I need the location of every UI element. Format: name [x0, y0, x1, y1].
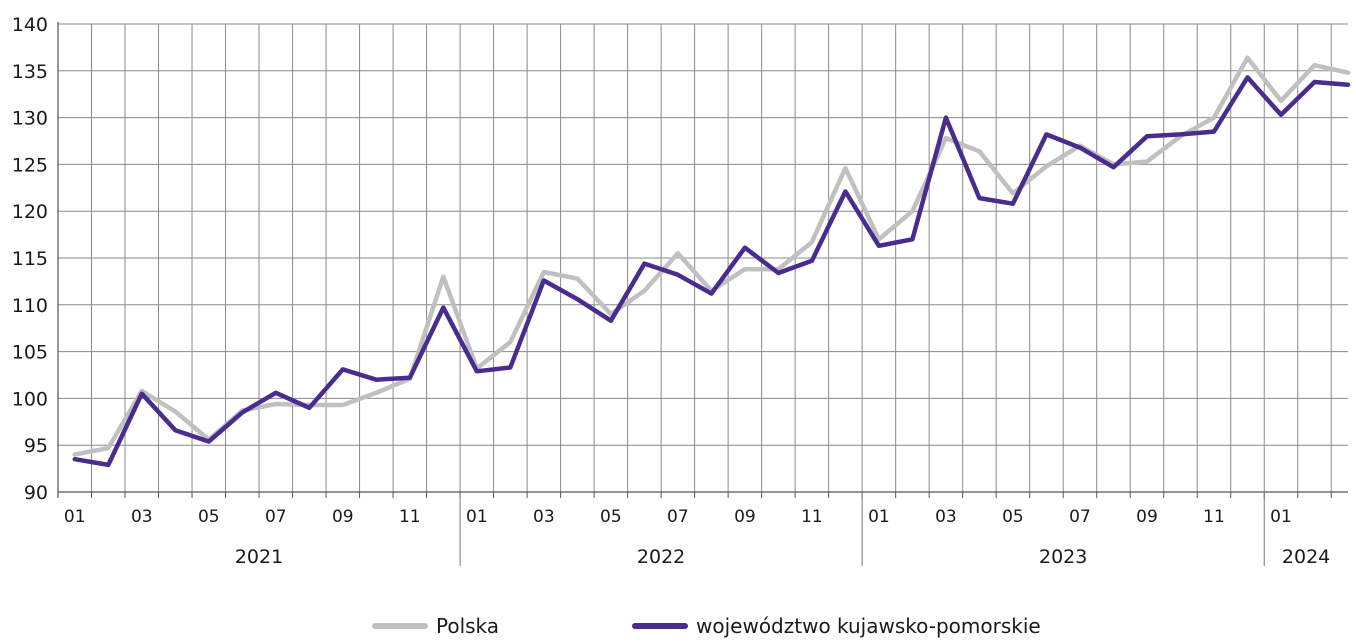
x-tick-label: 01 [64, 507, 86, 527]
legend-swatch-kujawsko-pomorskie [632, 623, 688, 629]
y-tick-label: 105 [12, 342, 48, 364]
x-tick-label: 09 [734, 507, 756, 527]
line-chart: 90 95 100 105 110 115 120 125 130 135 140 01 03 05 07 0… [12, 14, 1351, 568]
year-label: 2022 [637, 546, 685, 568]
x-tick-label: 09 [332, 507, 354, 527]
y-tick-label: 110 [12, 295, 48, 317]
y-tick-label: 115 [12, 248, 48, 270]
x-tick-label: 11 [1203, 507, 1225, 527]
axes [57, 22, 1348, 566]
x-tick-label: 03 [533, 507, 555, 527]
series [72, 55, 1351, 468]
x-tick-label: 01 [868, 507, 890, 527]
x-tick-label: 05 [1002, 507, 1024, 527]
x-tick-label: 05 [198, 507, 220, 527]
x-tick-label: 07 [1069, 507, 1091, 527]
x-tick-label: 11 [399, 507, 421, 527]
year-label: 2023 [1039, 546, 1087, 568]
x-tick-label: 05 [600, 507, 622, 527]
legend-item-kujawsko-pomorskie: województwo kujawsko-pomorskie [632, 614, 1041, 638]
y-tick-label: 100 [12, 388, 48, 410]
x-tick-label: 09 [1136, 507, 1158, 527]
legend-swatch-polska [372, 623, 428, 629]
tick-labels: 90 95 100 105 110 115 120 125 130 135 140 01 03 05 07 0… [12, 14, 1331, 568]
legend-item-polska: Polska [372, 614, 499, 638]
legend: Polska województwo kujawsko-pomorskie [0, 604, 1356, 642]
x-tick-label: 11 [801, 507, 823, 527]
x-tick-label: 03 [131, 507, 153, 527]
y-tick-label: 120 [12, 201, 48, 223]
x-tick-label: 01 [466, 507, 488, 527]
y-tick-label: 135 [12, 61, 48, 83]
year-label: 2021 [235, 546, 283, 568]
x-tick-label: 03 [935, 507, 957, 527]
legend-label-kujawsko-pomorskie: województwo kujawsko-pomorskie [696, 614, 1041, 638]
grid [58, 23, 1348, 493]
y-tick-label: 125 [12, 154, 48, 176]
series-line-kujawsko-pomorskie [72, 75, 1351, 468]
y-tick-label: 95 [24, 435, 48, 457]
x-tick-label: 07 [667, 507, 689, 527]
y-tick-label: 90 [24, 482, 48, 504]
y-tick-label: 130 [12, 108, 48, 130]
x-tick-label: 01 [1270, 507, 1292, 527]
y-tick-label: 140 [12, 14, 48, 36]
legend-label-polska: Polska [436, 614, 500, 638]
year-label: 2024 [1282, 546, 1330, 568]
x-tick-label: 07 [265, 507, 287, 527]
